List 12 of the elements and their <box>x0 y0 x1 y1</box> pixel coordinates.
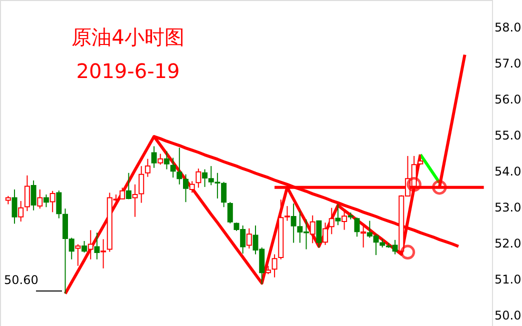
text: 原油4小时图 <box>72 25 184 49</box>
y-tick-label: 56.0 <box>494 92 522 107</box>
y-tick-label: 57.0 <box>494 56 522 71</box>
y-tick-label: 58.0 <box>494 20 522 35</box>
text: 2019-6-19 <box>76 59 180 83</box>
annotation: 50.60 <box>4 273 38 287</box>
y-tick-label: 50.0 <box>494 308 522 323</box>
y-tick-label: 55.0 <box>494 128 522 143</box>
y-tick-label: 52.0 <box>494 236 522 251</box>
y-tick-label: 54.0 <box>494 164 522 179</box>
y-tick-label: 53.0 <box>494 200 522 215</box>
y-tick-label: 51.0 <box>494 272 522 287</box>
